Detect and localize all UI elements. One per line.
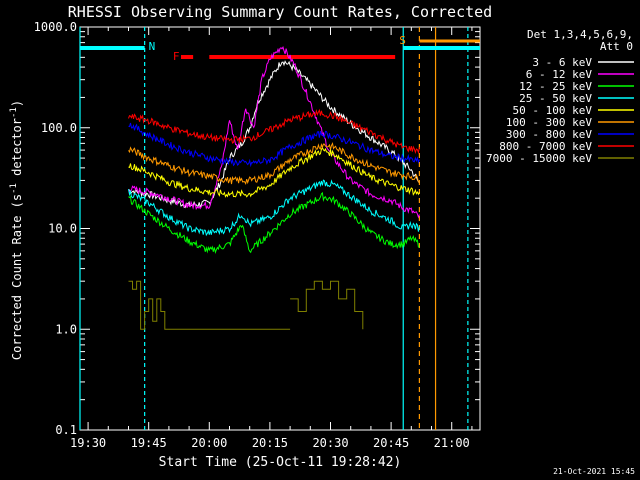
series-line-8	[128, 280, 364, 330]
legend-entry-label: 3 - 6 keV	[532, 56, 592, 69]
legend-entry-label: 100 - 300 keV	[506, 116, 592, 129]
y-tick-label: 10.0	[48, 222, 77, 236]
series-line-7	[128, 108, 420, 155]
legend-entry-label: 6 - 12 keV	[526, 68, 593, 81]
y-tick-label: 1000.0	[34, 20, 77, 34]
series-line-2	[128, 191, 420, 255]
x-tick-label: 20:15	[252, 436, 288, 450]
y-tick-label: 100.0	[41, 121, 77, 135]
x-tick-label: 20:45	[373, 436, 409, 450]
y-tick-label: 1.0	[55, 322, 77, 336]
x-tick-label: 20:30	[312, 436, 348, 450]
chart-title: RHESSI Observing Summary Count Rates, Co…	[68, 3, 492, 21]
x-tick-label: 21:00	[434, 436, 470, 450]
x-tick-label: 20:00	[191, 436, 227, 450]
series-line-6	[128, 122, 420, 168]
legend-entry-label: 7000 - 15000 keV	[486, 152, 592, 165]
y-axis-label: Corrected Count Rate (s-1 detector-1)	[9, 100, 24, 360]
legend-entry-label: 12 - 25 keV	[519, 80, 592, 93]
generation-timestamp: 21-Oct-2021 15:45	[553, 467, 635, 476]
series-line-1	[128, 45, 420, 219]
series-line-5	[128, 142, 420, 185]
x-axis-label: Start Time (25-Oct-11 19:28:42)	[159, 455, 402, 470]
flare-marker-label: F	[173, 50, 180, 63]
x-tick-label: 19:45	[131, 436, 167, 450]
legend-entry-label: 25 - 50 keV	[519, 92, 592, 105]
series-line-3	[128, 179, 420, 237]
legend-entry-label: 50 - 100 keV	[513, 104, 593, 117]
legend-header-line-1: Det 1,3,4,5,6,9,	[527, 28, 633, 41]
saa-marker-label: S	[399, 34, 406, 47]
legend-header-line-2: Att 0	[600, 40, 633, 53]
y-tick-label: 0.1	[55, 423, 77, 437]
legend-entry-label: 800 - 7000 keV	[499, 140, 592, 153]
series-line-4	[128, 146, 420, 198]
legend-entry-label: 300 - 800 keV	[506, 128, 592, 141]
x-tick-label: 19:30	[70, 436, 106, 450]
night-marker-label: N	[149, 40, 156, 53]
series-line-0	[128, 60, 420, 209]
